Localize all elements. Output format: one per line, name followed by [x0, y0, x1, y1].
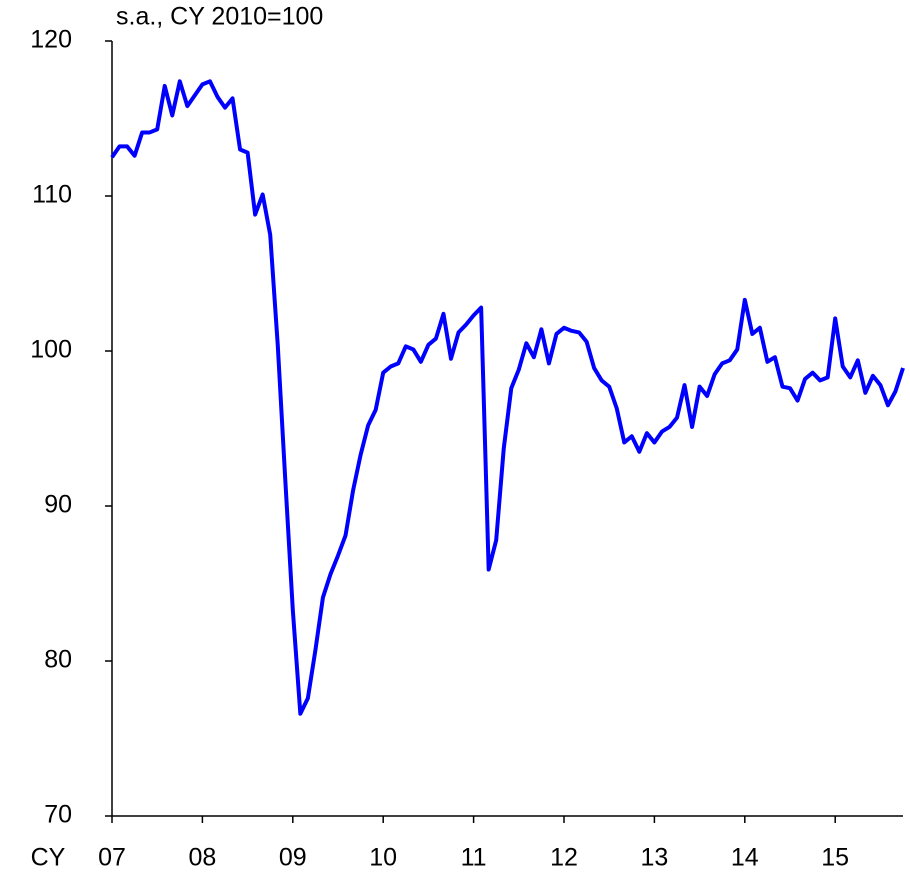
x-tick-label: 07 — [98, 844, 126, 872]
y-tick-label: 70 — [44, 801, 72, 829]
x-tick-label: 12 — [550, 844, 578, 872]
x-tick-label: 09 — [279, 844, 307, 872]
y-tick-label: 100 — [30, 336, 72, 364]
y-tick-label: 90 — [44, 491, 72, 519]
x-tick-label: 14 — [731, 844, 759, 872]
x-tick-label: 08 — [188, 844, 216, 872]
x-tick-label: 15 — [821, 844, 849, 872]
x-tick-label: 10 — [369, 844, 397, 872]
x-tick-label: 11 — [461, 844, 487, 872]
chart-subtitle: s.a., CY 2010=100 — [116, 3, 323, 31]
y-tick-label: 120 — [30, 26, 72, 54]
y-tick-label: 110 — [32, 181, 72, 209]
y-tick-label: 80 — [44, 646, 72, 674]
data-line — [110, 79, 905, 716]
x-tick-label: 13 — [640, 844, 668, 872]
x-axis-label: CY — [31, 844, 66, 872]
